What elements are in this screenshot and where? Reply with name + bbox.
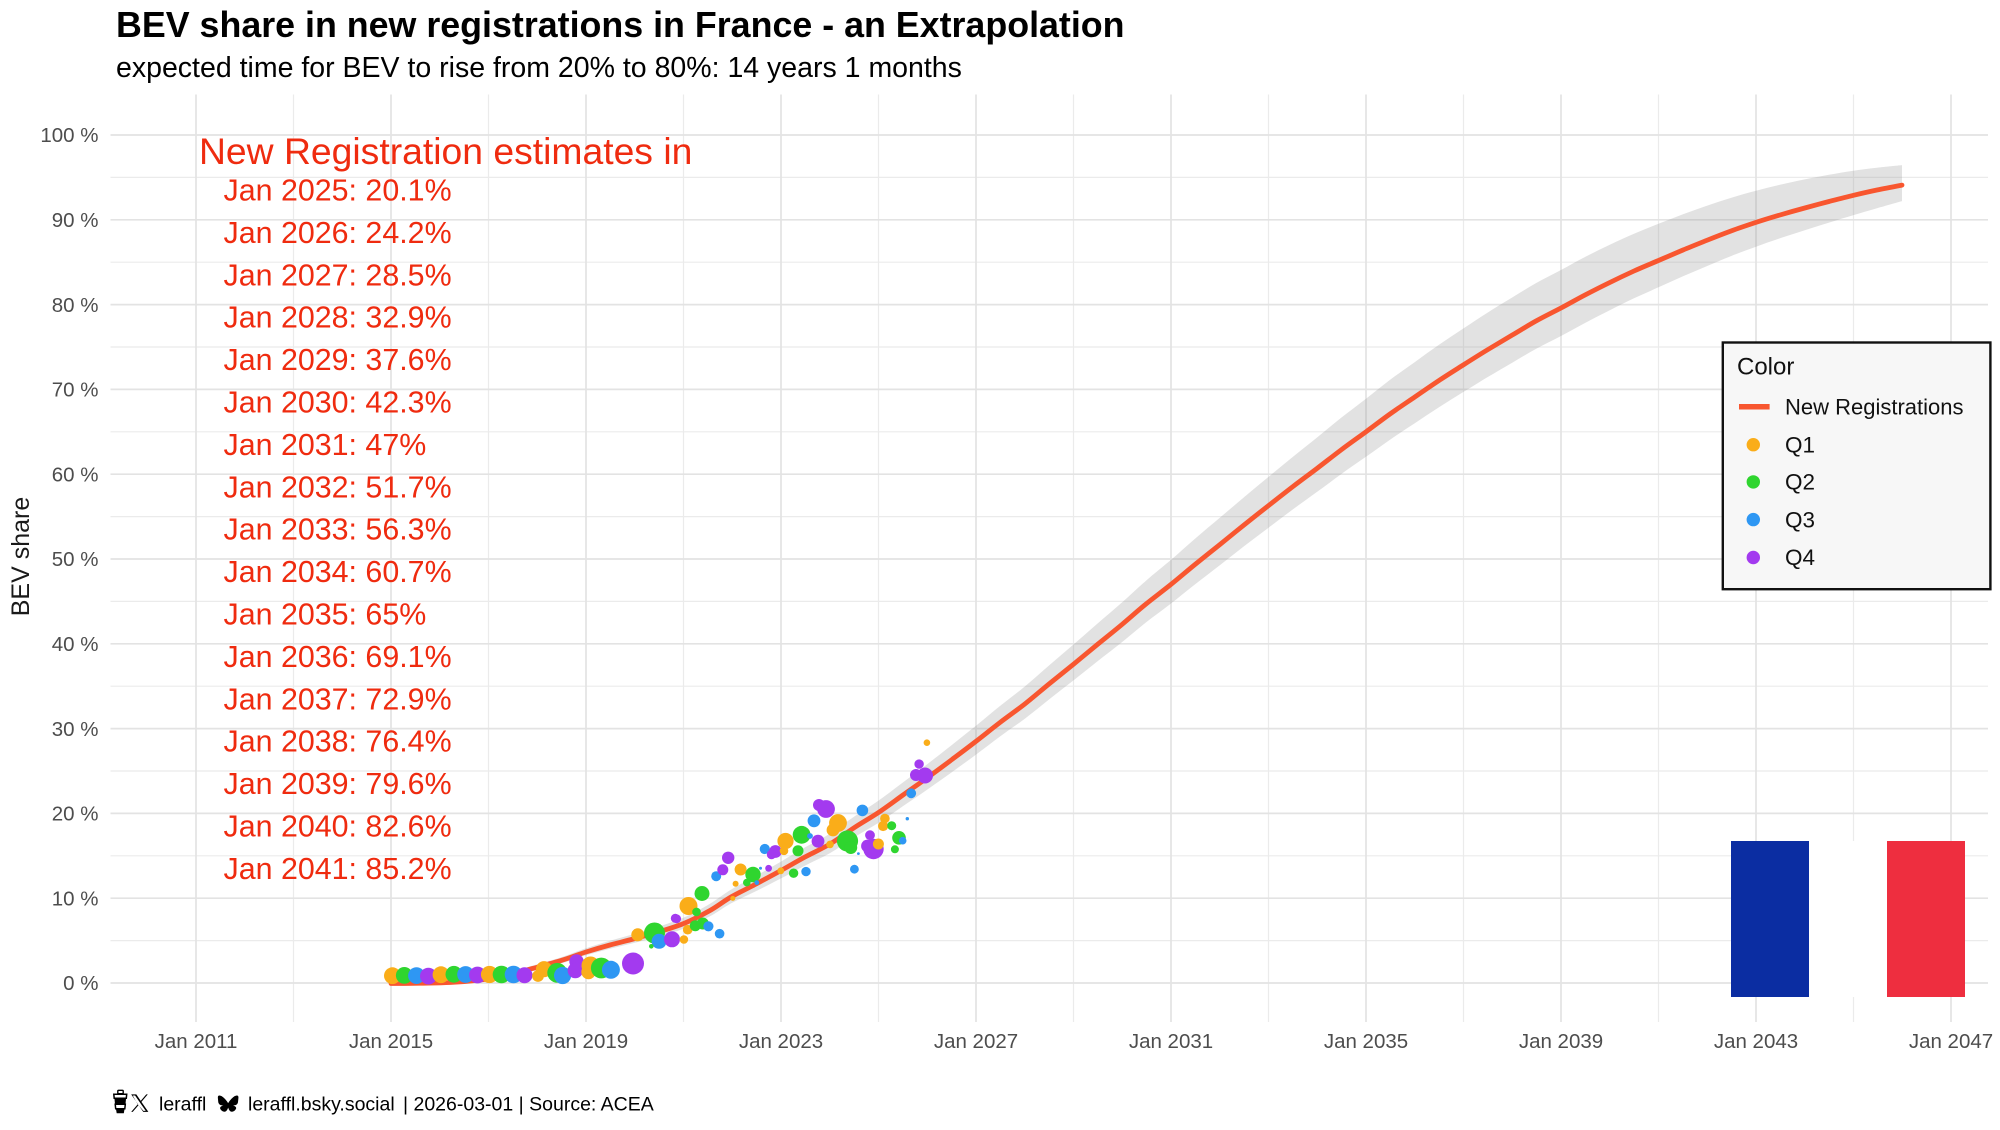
svg-text:Jan 2029: 37.6%: Jan 2029: 37.6%: [224, 343, 452, 377]
svg-text:Jan 2037: 72.9%: Jan 2037: 72.9%: [224, 682, 452, 716]
svg-text:Jan 2015: Jan 2015: [349, 1030, 433, 1053]
svg-text:New Registrations: New Registrations: [1785, 395, 1964, 420]
svg-text:Jan 2023: Jan 2023: [739, 1030, 823, 1053]
svg-text:Jan 2028: 32.9%: Jan 2028: 32.9%: [224, 301, 452, 335]
svg-text:Jan 2025: 20.1%: Jan 2025: 20.1%: [224, 174, 452, 208]
svg-text:Jan 2040: 82.6%: Jan 2040: 82.6%: [224, 810, 452, 844]
svg-text:Jan 2030: 42.3%: Jan 2030: 42.3%: [224, 386, 452, 420]
svg-text:Jan 2027: Jan 2027: [934, 1030, 1018, 1053]
svg-text:Jan 2039: Jan 2039: [1519, 1030, 1603, 1053]
svg-text:70 %: 70 %: [52, 379, 99, 402]
svg-text:Jan 2027: 28.5%: Jan 2027: 28.5%: [224, 258, 452, 292]
svg-text:60 %: 60 %: [52, 463, 99, 486]
svg-text:40 %: 40 %: [52, 633, 99, 656]
svg-text:expected time for BEV to rise: expected time for BEV to rise from 20% t…: [116, 52, 962, 84]
svg-text:Jan 2026: 24.2%: Jan 2026: 24.2%: [224, 216, 452, 250]
svg-text:80 %: 80 %: [52, 294, 99, 317]
svg-text:Jan 2031: 47%: Jan 2031: 47%: [224, 428, 427, 462]
svg-text:Jan 2011: Jan 2011: [155, 1030, 238, 1053]
svg-text:leraffl: leraffl: [159, 1094, 206, 1116]
svg-text:10 %: 10 %: [52, 887, 99, 910]
svg-text:Jan 2031: Jan 2031: [1129, 1030, 1213, 1053]
svg-text:BEV share: BEV share: [7, 497, 35, 617]
svg-text:Jan 2038: 76.4%: Jan 2038: 76.4%: [224, 725, 452, 759]
svg-text:30 %: 30 %: [52, 718, 99, 741]
svg-text:Jan 2035: Jan 2035: [1324, 1030, 1408, 1053]
svg-text:Q1: Q1: [1785, 432, 1815, 457]
svg-text:Jan 2034: 60.7%: Jan 2034: 60.7%: [224, 555, 452, 589]
svg-text:50 %: 50 %: [52, 548, 99, 571]
svg-text:Color: Color: [1737, 354, 1794, 381]
svg-text:Jan 2019: Jan 2019: [544, 1030, 628, 1053]
svg-text:20 %: 20 %: [52, 803, 99, 826]
svg-text:| 2026-03-01 | Source: ACEA: | 2026-03-01 | Source: ACEA: [403, 1094, 654, 1116]
svg-text:Jan 2047: Jan 2047: [1909, 1030, 1993, 1053]
svg-text:90 %: 90 %: [52, 209, 99, 232]
svg-text:Jan 2043: Jan 2043: [1714, 1030, 1798, 1053]
svg-text:Q4: Q4: [1785, 545, 1815, 570]
svg-text:Jan 2036: 69.1%: Jan 2036: 69.1%: [224, 640, 452, 674]
svg-text:New Registration estimates in: New Registration estimates in: [199, 130, 692, 172]
svg-text:Jan 2035: 65%: Jan 2035: 65%: [224, 598, 427, 632]
svg-text:Jan 2033: 56.3%: Jan 2033: 56.3%: [224, 513, 452, 547]
svg-text:100 %: 100 %: [40, 124, 98, 147]
svg-text:Q2: Q2: [1785, 470, 1815, 495]
svg-text:Q3: Q3: [1785, 507, 1815, 532]
svg-text:Jan 2039: 79.6%: Jan 2039: 79.6%: [224, 767, 452, 801]
svg-text:Jan 2032: 51.7%: Jan 2032: 51.7%: [224, 470, 452, 504]
svg-text:Jan 2041: 85.2%: Jan 2041: 85.2%: [224, 852, 452, 886]
svg-text:0 %: 0 %: [63, 972, 98, 995]
svg-text:BEV share in new registrations: BEV share in new registrations in France…: [116, 5, 1125, 45]
svg-text:leraffl.bsky.social: leraffl.bsky.social: [248, 1094, 395, 1116]
